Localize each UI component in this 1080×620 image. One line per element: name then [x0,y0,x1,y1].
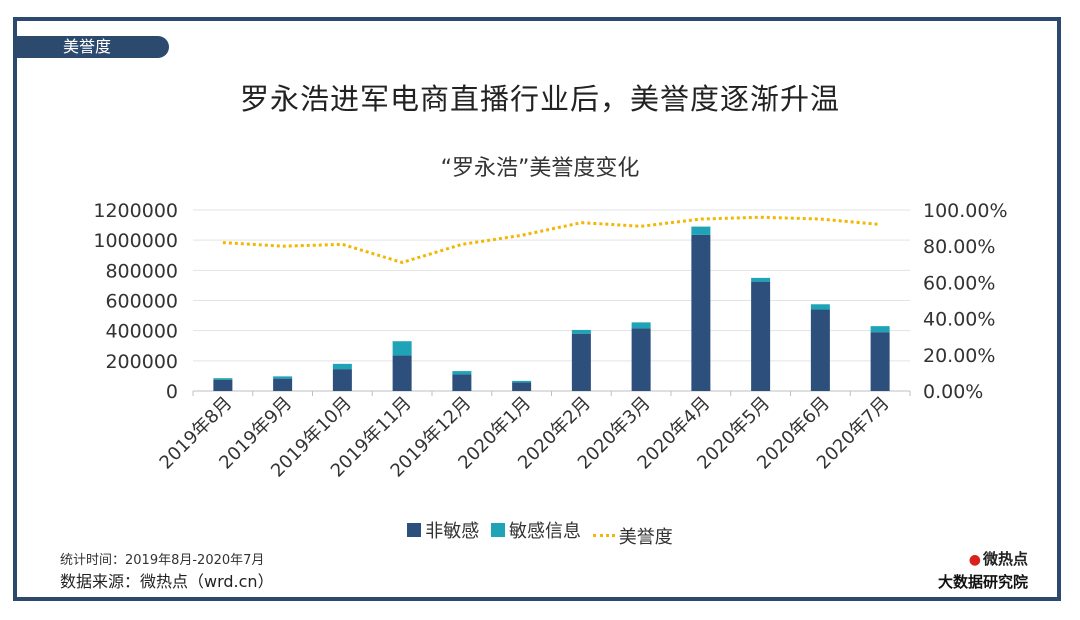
bar-sensitive [273,376,293,379]
bar-sensitive [392,341,412,356]
section-tag: 美誉度 [17,36,169,58]
y-right-tick-label: 0.00% [923,381,983,403]
y-left-tick-label: 0 [166,381,178,403]
bar-non-sensitive [452,374,472,391]
bar-sensitive [810,304,830,310]
chart-legend: 非敏感 敏感信息 美誉度 [0,517,1080,549]
bar-non-sensitive [213,379,233,391]
bar-non-sensitive [691,234,711,391]
y-right-tick-label: 40.00% [923,309,995,331]
y-right-tick-label: 100.00% [923,200,1008,222]
legend-label-non-sensitive: 非敏感 [425,521,480,542]
logo-brand: 微热点 [982,550,1028,568]
bar-non-sensitive [631,328,651,391]
legend-swatch-sensitive [491,523,505,537]
y-right-tick-label: 80.00% [923,236,995,258]
legend-label-reputation: 美誉度 [618,526,673,548]
reputation-line [222,215,881,265]
bar-sensitive [691,226,711,235]
bar-non-sensitive [571,333,591,391]
bar-sensitive [751,277,771,282]
statistics-period: 统计时间：2019年8月-2020年7月 [60,553,265,568]
chart-title: “罗永浩”美誉度变化 [440,156,640,181]
chart-frame [13,17,1061,601]
bar-sensitive [870,326,890,333]
legend-item-sensitive: 敏感信息 [491,517,581,543]
logo: ● 微热点 大数据研究院 [938,548,1028,592]
bar-sensitive [452,371,472,375]
eye-logo-icon: ● [968,552,981,568]
bar-non-sensitive [392,355,412,391]
legend-swatch-non-sensitive [407,523,422,537]
legend-swatch-reputation [592,534,615,537]
legend-label-sensitive: 敏感信息 [509,521,581,542]
bar-non-sensitive [810,309,830,391]
bar-sensitive [512,380,532,383]
y-left-tick-label: 200000 [105,351,178,373]
y-left-tick-label: 1200000 [93,200,178,222]
main-title: 罗永浩进军电商直播行业后，美誉度逐渐升温 [239,82,840,116]
legend-item-non-sensitive: 非敏感 [407,517,479,543]
y-right-tick-label: 60.00% [923,272,995,294]
y-left-tick-label: 1000000 [93,230,178,252]
bar-non-sensitive [332,369,352,391]
data-source: 数据来源：微热点（wrd.cn） [60,572,274,591]
logo-institute: 大数据研究院 [937,573,1028,591]
bar-sensitive [332,363,352,370]
legend-item-reputation: 美誉度 [592,523,673,549]
y-left-tick-label: 600000 [105,291,178,313]
bar-non-sensitive [751,281,771,391]
bar-non-sensitive [512,382,532,391]
bar-sensitive [213,378,233,380]
bar-sensitive [571,329,591,334]
bar-sensitive [631,322,651,329]
y-left-tick-label: 400000 [105,321,178,343]
bar-non-sensitive [273,378,293,391]
bar-non-sensitive [870,332,890,391]
y-right-tick-label: 20.00% [923,345,995,367]
y-left-tick-label: 800000 [105,260,178,282]
